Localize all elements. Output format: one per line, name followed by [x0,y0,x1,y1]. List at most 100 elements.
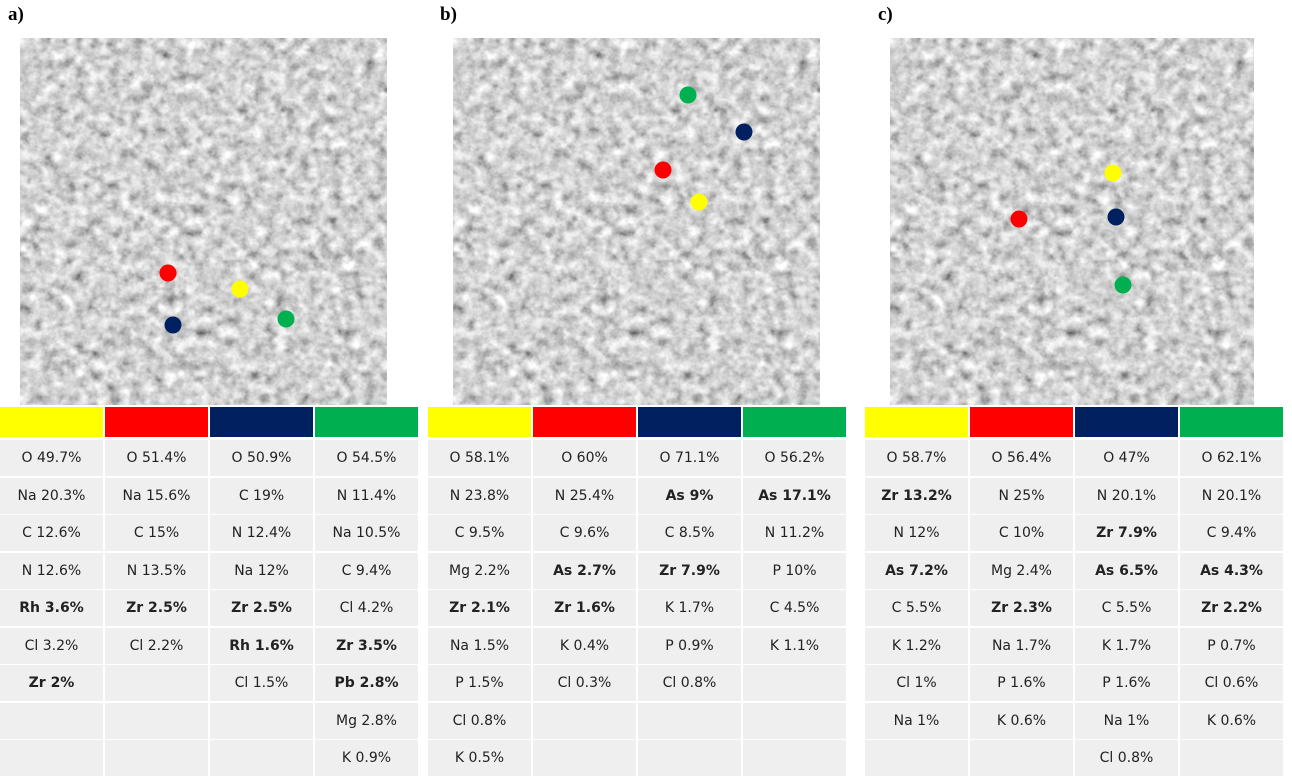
sem-image [453,38,820,405]
empty-cell [865,740,968,776]
table-cell: N 25% [970,478,1073,514]
table-cell: P 1.5% [428,665,531,701]
table-cell: Mg 2.4% [970,553,1073,589]
table-cell: K 1.7% [638,590,741,626]
empty-cell [105,703,208,739]
table-cell: C 9.4% [315,553,418,589]
table-cell: Na 1.7% [970,628,1073,664]
table-cell: O 56.2% [743,440,846,476]
table-cell: C 9.4% [1180,515,1283,551]
empty-cell [0,740,103,776]
table-cell: Zr 13.2% [865,478,968,514]
table-cell: C 4.5% [743,590,846,626]
color-header [1180,407,1283,437]
table-cell: O 71.1% [638,440,741,476]
table-cell: Zr 7.9% [638,553,741,589]
table-cell: O 58.1% [428,440,531,476]
table-cell: Rh 3.6% [0,590,103,626]
table-cell: N 23.8% [428,478,531,514]
marker [1115,277,1132,294]
marker [278,311,295,328]
table-cell: O 54.5% [315,440,418,476]
table-cell: Na 15.6% [105,478,208,514]
table-cell: K 0.6% [1180,703,1283,739]
marker [1105,165,1122,182]
table-cell: Mg 2.8% [315,703,418,739]
marker [1108,209,1125,226]
table-cell: As 17.1% [743,478,846,514]
table-cell: Na 1% [865,703,968,739]
table-cell: Zr 1.6% [533,590,636,626]
color-header [970,407,1073,437]
table-cell: C 12.6% [0,515,103,551]
marker [680,87,697,104]
color-header [865,407,968,437]
micrograph [20,38,387,405]
table-cell: Na 10.5% [315,515,418,551]
table-cell: N 12% [865,515,968,551]
table-cell: Zr 7.9% [1075,515,1178,551]
table-cell: C 15% [105,515,208,551]
table-cell: As 4.3% [1180,553,1283,589]
table-cell: N 12.4% [210,515,313,551]
panel-label: c) [878,4,893,26]
table-cell: K 0.9% [315,740,418,776]
sem-image [20,38,387,405]
color-header [743,407,846,437]
figure: a)O 49.7%Na 20.3%C 12.6%N 12.6%Rh 3.6%Cl… [0,0,1292,778]
table-cell: Cl 4.2% [315,590,418,626]
color-header [210,407,313,437]
table-cell: N 25.4% [533,478,636,514]
empty-cell [533,740,636,776]
sem-image [890,38,1254,405]
table-cell: P 0.9% [638,628,741,664]
empty-cell [210,740,313,776]
color-header [428,407,531,437]
empty-cell [1180,740,1283,776]
table-cell: As 7.2% [865,553,968,589]
table-cell: N 11.2% [743,515,846,551]
table-cell: Cl 1% [865,665,968,701]
table-cell: Zr 2.1% [428,590,531,626]
table-cell: K 0.6% [970,703,1073,739]
color-header [0,407,103,437]
color-header [1075,407,1178,437]
table-cell: N 11.4% [315,478,418,514]
table-cell: P 1.6% [1075,665,1178,701]
color-header [638,407,741,437]
table-cell: Cl 2.2% [105,628,208,664]
table-cell: N 13.5% [105,553,208,589]
marker [232,281,249,298]
marker [655,162,672,179]
color-header [533,407,636,437]
table-cell: As 9% [638,478,741,514]
table-cell: Na 20.3% [0,478,103,514]
micrograph [890,38,1254,405]
table-cell: Zr 2.2% [1180,590,1283,626]
table-cell: Pb 2.8% [315,665,418,701]
table-cell: P 10% [743,553,846,589]
table-cell: O 50.9% [210,440,313,476]
empty-cell [970,740,1073,776]
table-cell: Cl 3.2% [0,628,103,664]
table-cell: Zr 2% [0,665,103,701]
table-cell: Zr 2.5% [210,590,313,626]
table-cell: N 12.6% [0,553,103,589]
color-header [105,407,208,437]
table-cell: Na 12% [210,553,313,589]
color-header [315,407,418,437]
table-cell: Cl 0.6% [1180,665,1283,701]
marker [736,124,753,141]
table-cell: K 1.2% [865,628,968,664]
table-cell: P 1.6% [970,665,1073,701]
panel-label: b) [440,4,457,26]
table-cell: Mg 2.2% [428,553,531,589]
table-cell: O 60% [533,440,636,476]
table-cell: Cl 0.8% [638,665,741,701]
table-cell: As 6.5% [1075,553,1178,589]
marker [1011,211,1028,228]
empty-cell [533,703,636,739]
table-cell: Cl 0.3% [533,665,636,701]
table-cell: C 5.5% [1075,590,1178,626]
marker [691,194,708,211]
